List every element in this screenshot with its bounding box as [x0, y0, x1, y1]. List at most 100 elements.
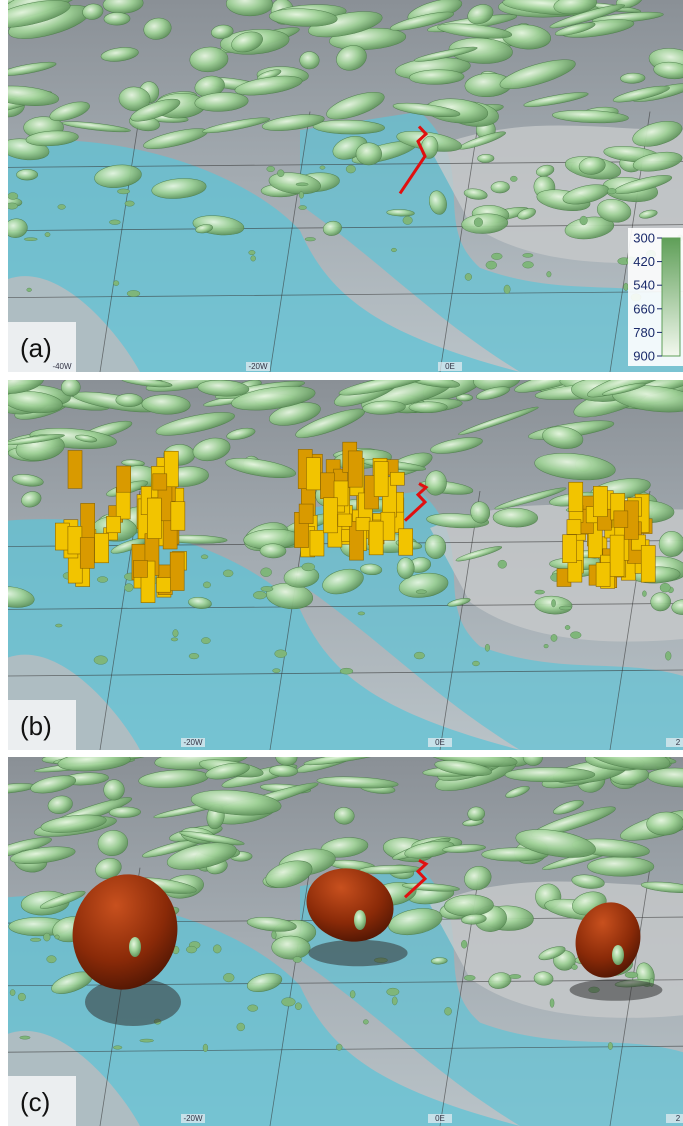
isosurface [612, 945, 624, 965]
isosurface [470, 501, 491, 524]
feature-block [323, 497, 338, 534]
isosurface [415, 589, 427, 594]
panel-label: (b) [20, 711, 52, 741]
isosurface [491, 252, 503, 260]
lon-label-bg [246, 362, 270, 371]
isosurface [124, 583, 134, 592]
isosurface [550, 634, 558, 642]
lon-label-bg [181, 738, 205, 747]
isosurface [424, 534, 447, 559]
isosurface [551, 599, 556, 608]
feature-block [309, 530, 325, 557]
isosurface [166, 842, 237, 870]
lon-label: 2 [676, 1114, 681, 1123]
panel-label: (c) [20, 1087, 50, 1117]
feature-block [390, 472, 405, 486]
isosurface [564, 216, 615, 240]
isosurface [231, 31, 263, 53]
isosurface [8, 202, 18, 210]
isosurface [304, 237, 316, 242]
isosurface [17, 992, 26, 1002]
grid-line [439, 111, 481, 372]
isosurface [494, 487, 567, 510]
isosurface [202, 117, 270, 134]
isosurface [295, 182, 309, 187]
isosurface [428, 190, 447, 215]
isosurface [464, 273, 472, 281]
isosurface [268, 172, 321, 195]
colorbar-tick-label: 420 [633, 254, 655, 269]
shadow [569, 979, 663, 1001]
feature-block [67, 450, 83, 489]
isosurface [623, 282, 629, 291]
isosurface [143, 17, 172, 40]
isosurface [503, 284, 511, 294]
feature-block [133, 560, 148, 578]
feature-block [355, 517, 371, 531]
isosurface [8, 586, 35, 608]
isosurface [398, 572, 449, 598]
isosurface [44, 232, 51, 237]
isosurface [8, 434, 65, 446]
isosurface [409, 69, 465, 85]
isosurface [326, 92, 385, 120]
feature-ellipsoid [306, 868, 394, 942]
isosurface [248, 250, 256, 256]
lon-label: -40W [52, 362, 72, 371]
isosurface [424, 470, 447, 496]
isosurface [139, 1038, 154, 1043]
isosurface [55, 623, 63, 628]
isosurface [205, 762, 250, 780]
isosurface [23, 237, 38, 241]
isosurface [517, 208, 536, 220]
isosurface [292, 956, 302, 963]
isosurface [602, 382, 646, 396]
isosurface [298, 205, 307, 210]
grid-line [609, 490, 651, 750]
isosurface [522, 253, 534, 258]
colorbar-tick-label: 300 [633, 231, 655, 246]
isosurface [430, 437, 483, 454]
isosurface [533, 971, 554, 986]
isosurface [312, 119, 385, 135]
isosurface [47, 795, 73, 814]
isosurface [461, 213, 509, 234]
isosurface [8, 380, 44, 394]
feature-block [613, 510, 629, 528]
isosurface [54, 934, 60, 940]
isosurface [253, 591, 267, 600]
panel: (c) -20W 0E 2 [8, 757, 683, 1126]
isosurface [389, 11, 455, 31]
isosurface [97, 576, 109, 583]
isosurface [360, 563, 383, 576]
isosurface [265, 860, 313, 888]
isosurface [94, 164, 142, 188]
isosurface [658, 531, 683, 557]
isosurface [155, 412, 235, 436]
isosurface [504, 767, 596, 783]
lon-label-bg [50, 362, 74, 371]
isosurface [277, 169, 285, 177]
isosurface [43, 932, 51, 942]
lon-label: 0E [445, 362, 455, 371]
isosurface [492, 508, 539, 528]
isosurface [514, 380, 595, 393]
isosurface [103, 12, 131, 26]
panel: (a)-40W -20W 0E [8, 0, 683, 372]
isosurface [272, 668, 281, 673]
isosurface [246, 973, 283, 992]
isosurface [396, 557, 415, 579]
isosurface [564, 625, 571, 630]
isosurface [82, 3, 104, 20]
isosurface [61, 380, 81, 397]
isosurface [303, 757, 390, 766]
isosurface [274, 649, 287, 658]
lon-label-bg [666, 1114, 683, 1123]
isosurface [268, 764, 299, 777]
isosurface [121, 380, 173, 388]
feature-ellipsoid [72, 874, 178, 990]
isosurface [515, 829, 596, 858]
isosurface [461, 940, 468, 949]
feature-block [79, 537, 95, 569]
isosurface [283, 566, 320, 588]
